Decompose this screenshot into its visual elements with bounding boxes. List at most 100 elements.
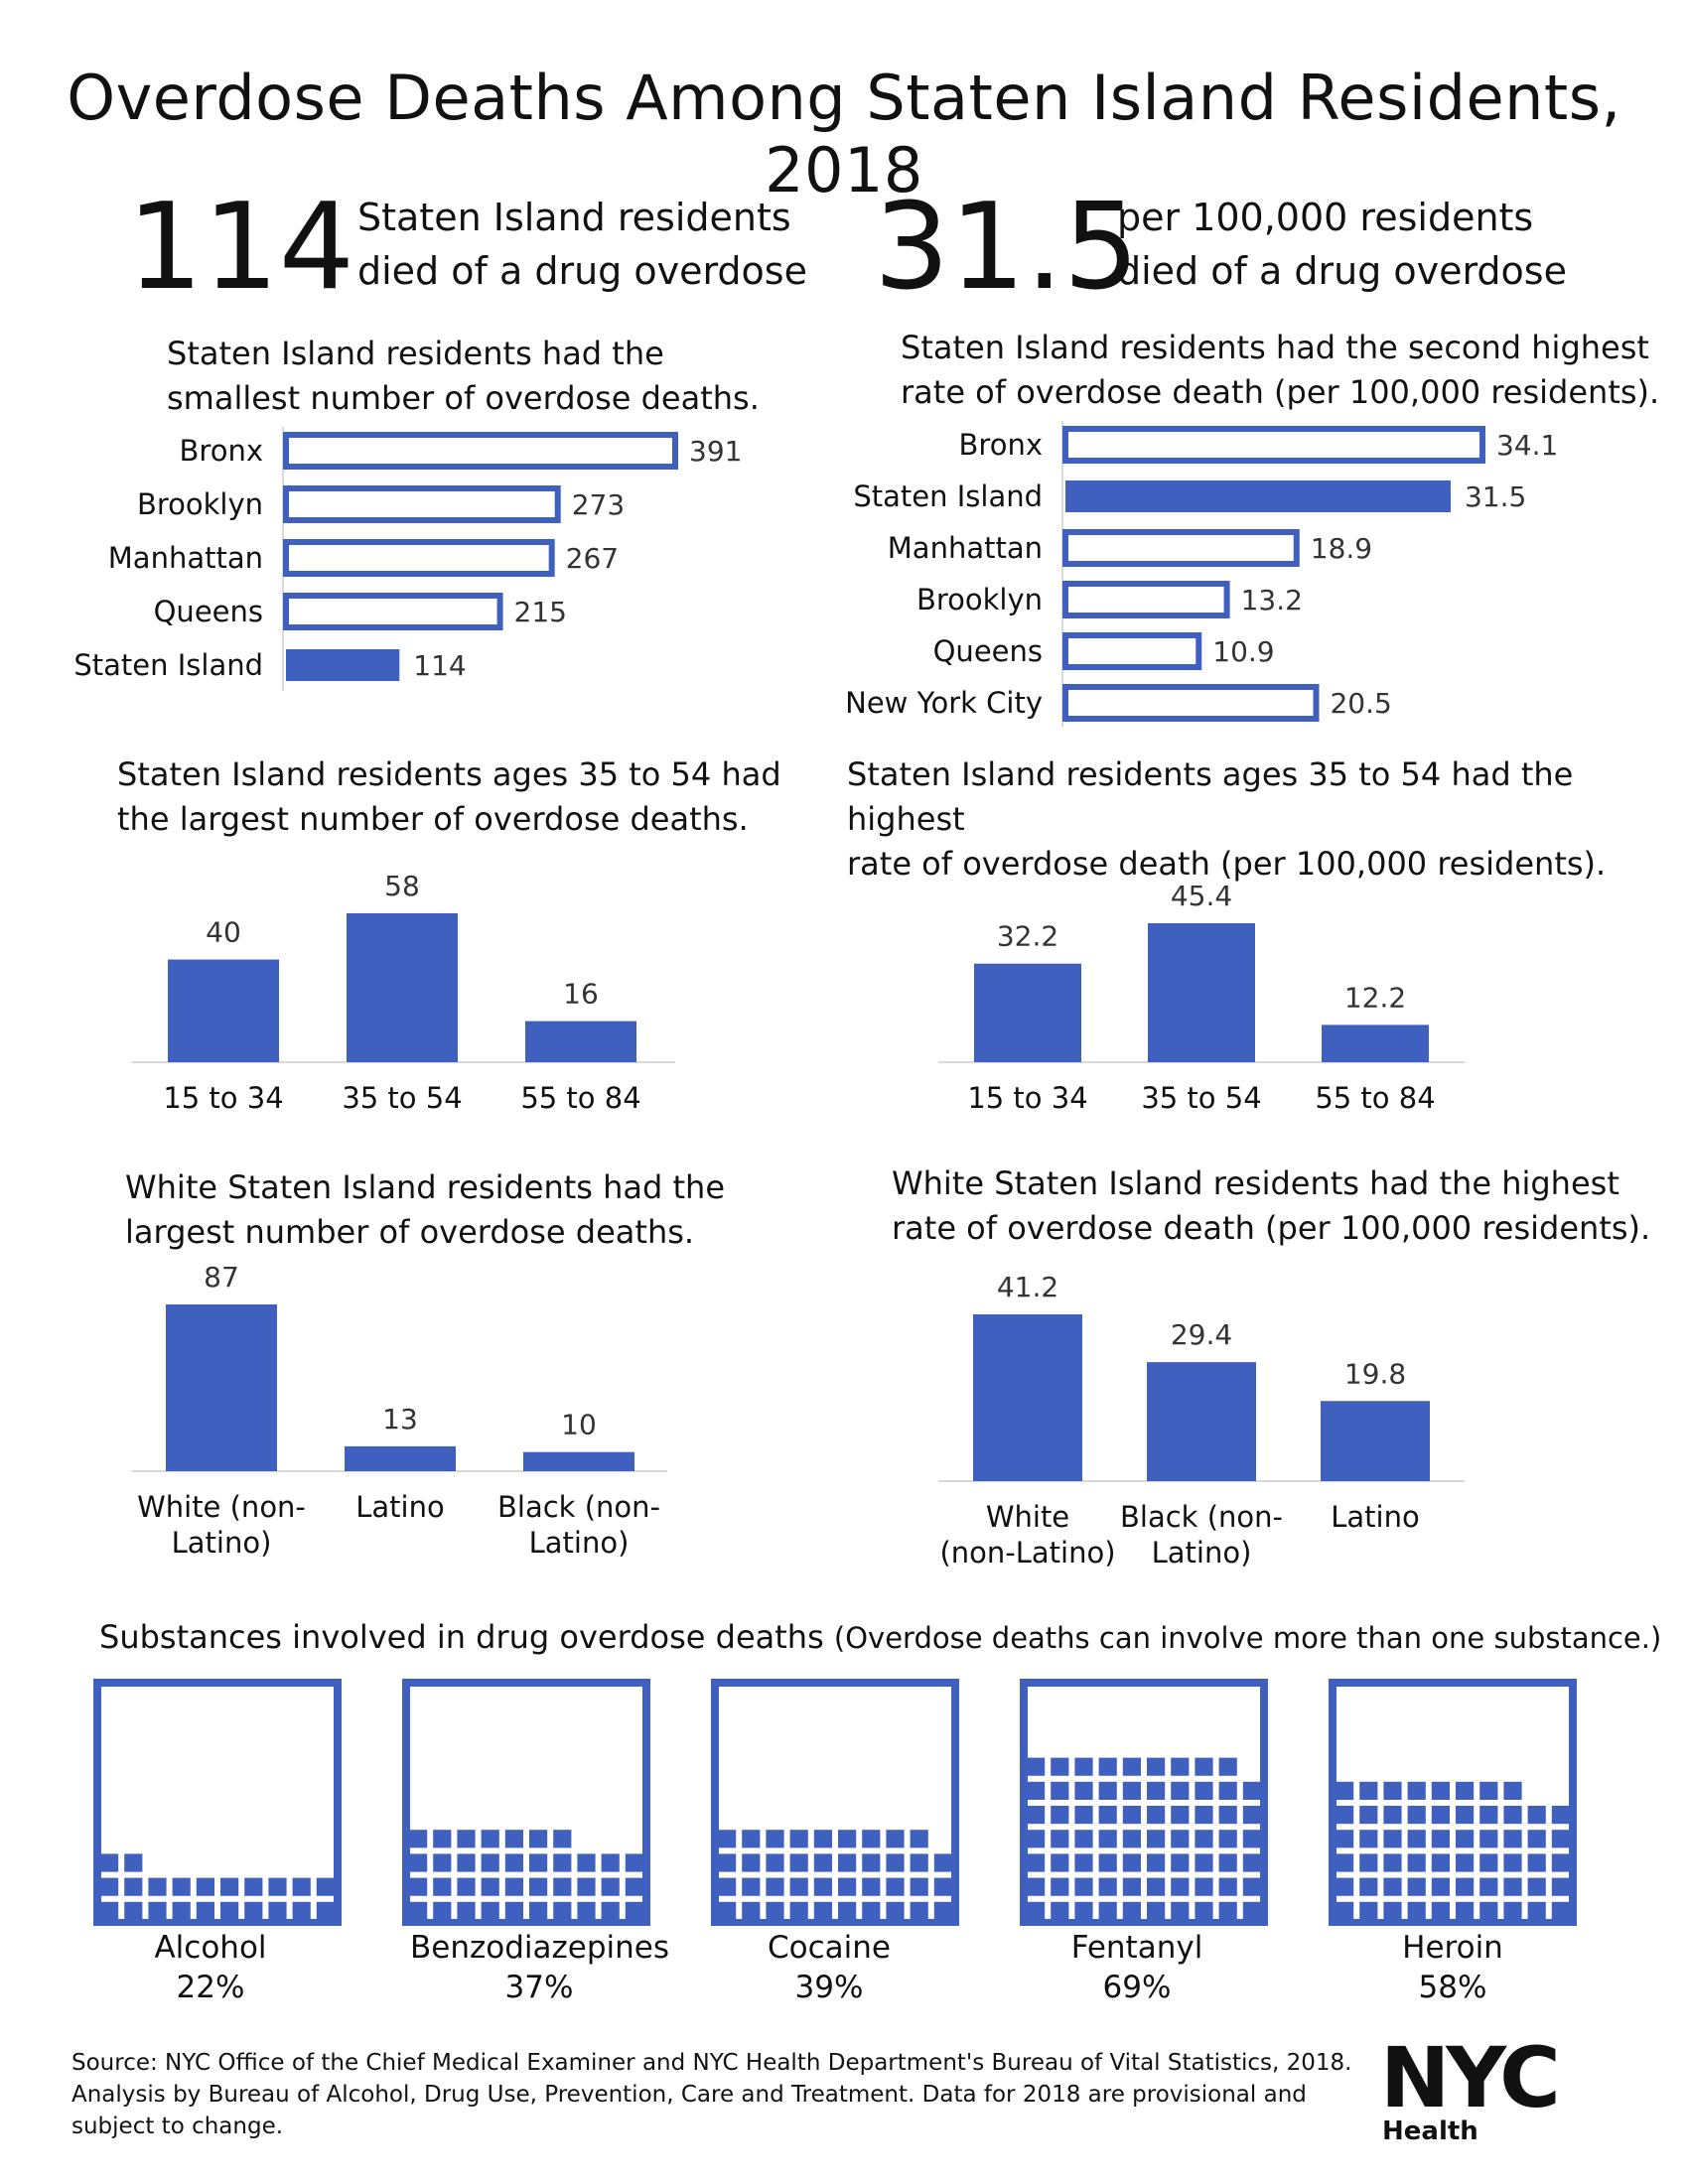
waffle-cell bbox=[433, 1877, 452, 1896]
waffle-cell bbox=[529, 1830, 548, 1848]
waffle-cell bbox=[1336, 1853, 1354, 1872]
waffle-cell bbox=[1242, 1781, 1261, 1800]
waffle-cell bbox=[1242, 1806, 1261, 1825]
waffle-cell bbox=[1147, 1830, 1166, 1848]
category-label: Manhattan bbox=[108, 541, 263, 575]
waffle-cell bbox=[268, 1901, 287, 1920]
bar bbox=[1321, 1401, 1430, 1481]
waffle-cell bbox=[1074, 1901, 1093, 1920]
waffle-cell bbox=[433, 1901, 452, 1920]
chart-title-line: Staten Island residents ages 35 to 54 ha… bbox=[117, 755, 781, 793]
waffle-cell bbox=[789, 1877, 808, 1896]
waffle-cell bbox=[933, 1901, 952, 1920]
waffle-cell bbox=[1218, 1877, 1237, 1896]
waffle-cell bbox=[1122, 1806, 1141, 1825]
waffle-cell bbox=[1218, 1853, 1237, 1872]
category-label: 55 to 84 bbox=[520, 1081, 640, 1115]
waffle-cell bbox=[457, 1853, 476, 1872]
waffle-cell bbox=[553, 1853, 572, 1872]
data-label: 34.1 bbox=[1496, 429, 1558, 462]
bar bbox=[1147, 1362, 1256, 1481]
waffle-cell bbox=[504, 1877, 523, 1896]
chart-title-line: Staten Island residents ages 35 to 54 ha… bbox=[847, 755, 1574, 838]
waffle-cell bbox=[1383, 1830, 1402, 1848]
headline-rate-text: per 100,000 residents died of a drug ove… bbox=[1117, 191, 1567, 298]
category-label: Black (non- bbox=[1120, 1500, 1283, 1534]
waffle-cell bbox=[1051, 1901, 1069, 1920]
waffle-cell bbox=[1051, 1806, 1069, 1825]
waffle-cell bbox=[1195, 1830, 1213, 1848]
waffle-cell bbox=[1456, 1877, 1475, 1896]
waffle-cell bbox=[148, 1901, 167, 1920]
category-label: Manhattan bbox=[888, 531, 1043, 565]
category-label: Brooklyn bbox=[137, 487, 263, 521]
substance-name: Heroin bbox=[1402, 1930, 1503, 1966]
waffle-cell bbox=[1147, 1877, 1166, 1896]
waffle-cell bbox=[1407, 1853, 1426, 1872]
waffle-cell bbox=[838, 1853, 857, 1872]
waffle-cell bbox=[1527, 1877, 1546, 1896]
waffle-cell bbox=[1527, 1901, 1546, 1920]
waffle-cell bbox=[1456, 1853, 1475, 1872]
data-label: 10.9 bbox=[1212, 635, 1274, 668]
category-label: New York City bbox=[845, 686, 1043, 720]
data-label: 32.2 bbox=[997, 920, 1058, 953]
bar bbox=[525, 1021, 636, 1062]
waffle-cell bbox=[718, 1901, 737, 1920]
headline-count-line2: died of a drug overdose bbox=[357, 249, 807, 293]
headline-rate-value: 31.5 bbox=[874, 179, 1140, 317]
waffle-cell bbox=[1027, 1757, 1046, 1776]
data-label: 12.2 bbox=[1344, 981, 1406, 1014]
waffle-cell bbox=[1242, 1853, 1261, 1872]
waffle-cell bbox=[1027, 1830, 1046, 1848]
waffle-cell bbox=[766, 1853, 784, 1872]
waffle-cell bbox=[1218, 1830, 1237, 1848]
waffle-cell bbox=[220, 1901, 239, 1920]
waffle-cell bbox=[577, 1853, 596, 1872]
waffle-cell bbox=[1336, 1781, 1354, 1800]
waffle-cell bbox=[1195, 1901, 1213, 1920]
waffle-cell bbox=[481, 1877, 499, 1896]
waffle-cell bbox=[1218, 1757, 1237, 1776]
waffle-cell bbox=[601, 1877, 620, 1896]
waffle-cell bbox=[1074, 1781, 1093, 1800]
waffle-cell bbox=[910, 1901, 928, 1920]
waffle-cell bbox=[1456, 1806, 1475, 1825]
data-label: 267 bbox=[566, 542, 619, 575]
waffle-cell bbox=[862, 1853, 881, 1872]
waffle-cell bbox=[1074, 1757, 1093, 1776]
waffle-cell bbox=[1195, 1877, 1213, 1896]
data-label: 18.9 bbox=[1311, 532, 1372, 565]
waffle-cell bbox=[433, 1830, 452, 1848]
waffle-cell bbox=[886, 1877, 905, 1896]
bar bbox=[283, 593, 503, 630]
category-label: Queens bbox=[933, 634, 1043, 668]
waffle-cell bbox=[196, 1877, 214, 1896]
waffle-cell bbox=[1027, 1853, 1046, 1872]
waffle-cell bbox=[100, 1877, 119, 1896]
waffle-cell bbox=[1122, 1757, 1141, 1776]
category-label: White bbox=[986, 1500, 1069, 1534]
waffle-cell bbox=[742, 1853, 761, 1872]
data-label: 19.8 bbox=[1344, 1357, 1406, 1390]
waffle-cell bbox=[1074, 1830, 1093, 1848]
waffle-cell bbox=[813, 1901, 832, 1920]
waffle-cell bbox=[409, 1901, 428, 1920]
waffle-cell bbox=[577, 1901, 596, 1920]
category-label: Bronx bbox=[959, 428, 1043, 462]
data-label: 29.4 bbox=[1171, 1318, 1232, 1351]
waffle-cell bbox=[316, 1877, 335, 1896]
waffle-cell bbox=[625, 1853, 643, 1872]
waffle-cell bbox=[1527, 1853, 1546, 1872]
category-label: 55 to 84 bbox=[1315, 1081, 1435, 1115]
bar bbox=[1148, 923, 1255, 1062]
waffle-cell bbox=[1027, 1877, 1046, 1896]
waffle-cell bbox=[1479, 1806, 1498, 1825]
waffle-frame bbox=[93, 1679, 342, 1926]
waffle-cell bbox=[1147, 1901, 1166, 1920]
waffle-cell bbox=[577, 1877, 596, 1896]
waffle-cell bbox=[1147, 1757, 1166, 1776]
waffle-cell bbox=[124, 1853, 143, 1872]
waffle-cell bbox=[1171, 1877, 1190, 1896]
bar bbox=[283, 432, 678, 470]
